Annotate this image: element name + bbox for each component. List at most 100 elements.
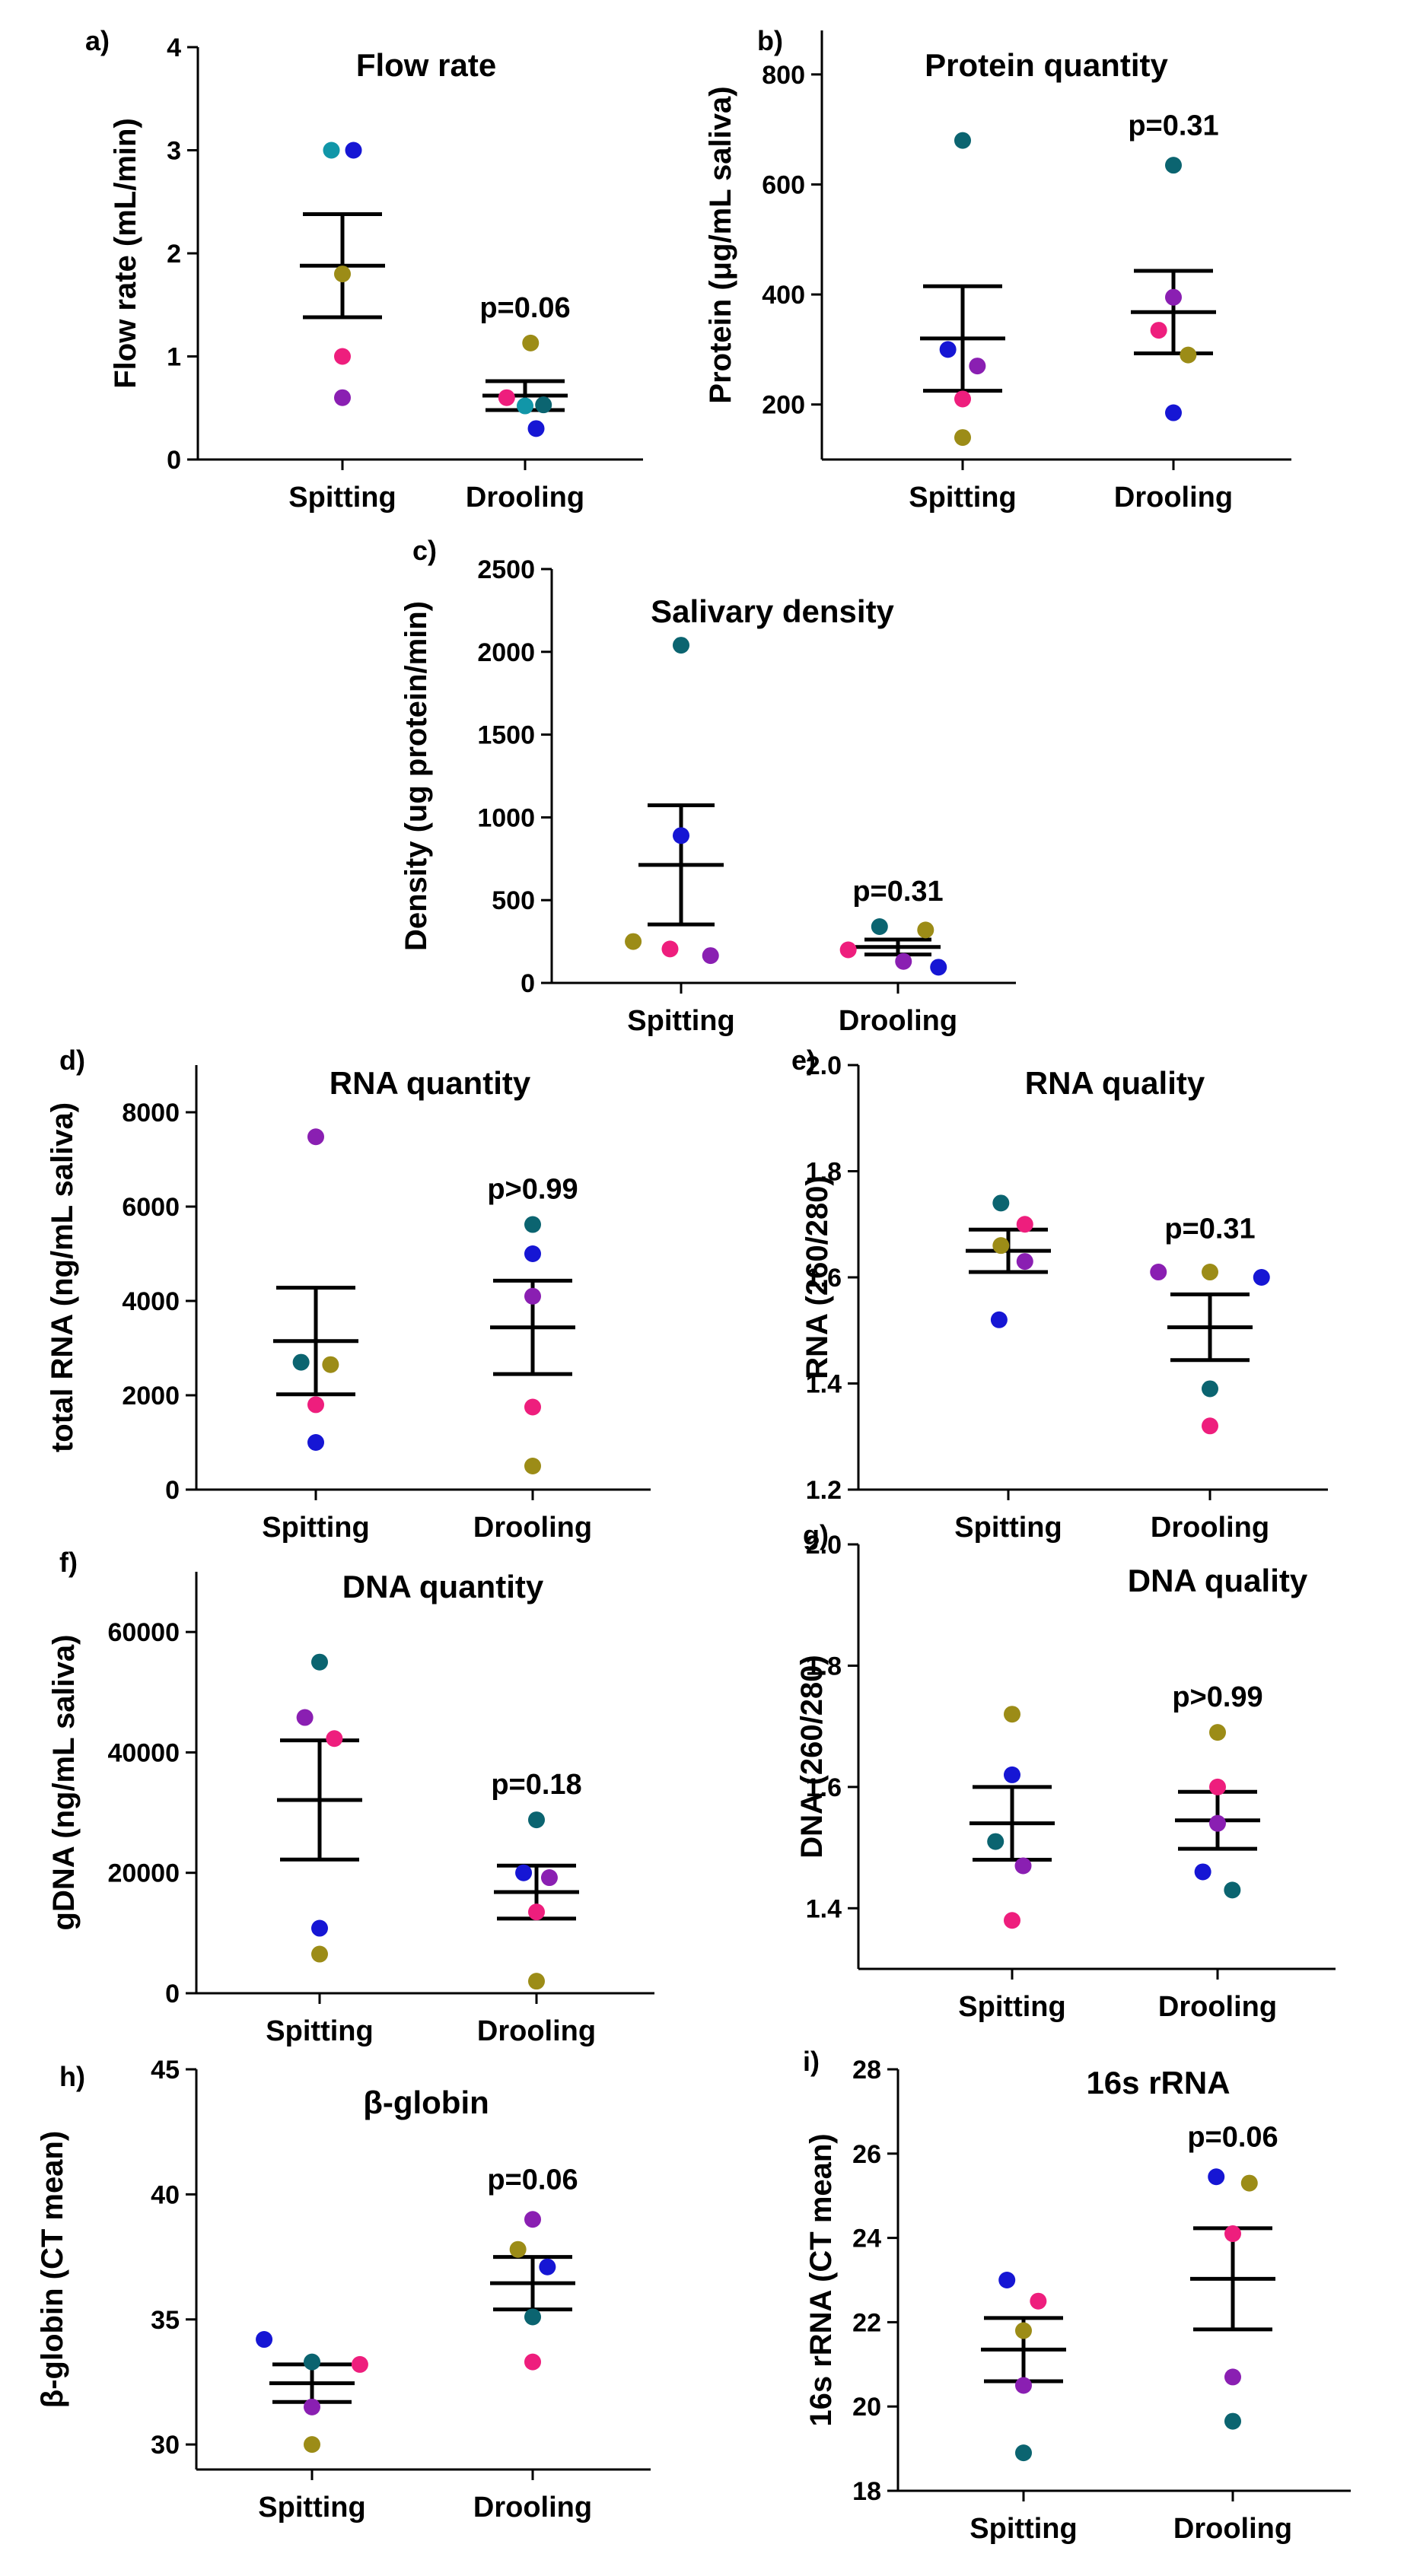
chart-title: Protein quantity [925, 47, 1168, 83]
chart-title: β-globin [363, 2085, 489, 2120]
y-tick-label: 0 [165, 1476, 180, 1505]
data-point [527, 420, 545, 437]
data-point [517, 397, 533, 415]
y-axis-label: β-globin (CT mean) [36, 2131, 69, 2408]
data-point [1150, 1264, 1167, 1281]
y-tick-label: 24 [852, 2225, 881, 2253]
data-point [326, 1730, 343, 1748]
data-point [702, 947, 719, 965]
data-point [540, 1869, 558, 1887]
y-tick-label: 22 [852, 2308, 881, 2337]
data-point [524, 2308, 541, 2326]
data-point [1209, 1814, 1226, 1832]
y-tick-label: 1.4 [806, 1370, 842, 1399]
data-point [524, 1398, 541, 1416]
y-axis-label: Flow rate (mL/min) [109, 118, 142, 389]
y-tick-label: 35 [151, 2306, 180, 2335]
y-tick-label: 800 [762, 61, 805, 90]
data-point [307, 1434, 324, 1451]
data-point [954, 429, 971, 447]
data-point [917, 921, 934, 939]
data-point [673, 637, 689, 654]
y-axis-label: 16s rRNA (CT mean) [804, 2133, 838, 2426]
y-tick-label: 30 [151, 2431, 180, 2460]
panel-g: 1.4 1.6 1.8 2.0 Spitting Drooling DNA quality g… [795, 1519, 1336, 2023]
category-label-spitting: Spitting [958, 1991, 1065, 2023]
y-tick-label: 0 [165, 1980, 180, 2008]
data-point [307, 1128, 324, 1146]
category-label-spitting: Spitting [262, 1512, 369, 1544]
y-tick-label: 20000 [107, 1859, 180, 1888]
data-point [969, 358, 986, 375]
panel-c: 0 500 1000 1500 2000 2500 Spitting Drooling Sali… [400, 535, 1016, 1037]
panel-tag: c) [412, 535, 437, 566]
y-tick-label: 8000 [122, 1099, 180, 1127]
category-label-drooling: Drooling [473, 1512, 592, 1544]
chart-title: 16s rRNA [1086, 2065, 1230, 2101]
y-tick-label: 1.8 [806, 1158, 842, 1187]
category-label-drooling: Drooling [473, 2492, 592, 2524]
y-tick-label: 1.6 [806, 1773, 842, 1802]
data-point [1253, 1269, 1270, 1286]
data-point [1180, 346, 1197, 364]
y-axis-label: RNA (260/280) [801, 1175, 834, 1379]
p-value-label: p=0.06 [487, 2164, 578, 2196]
y-tick-label: 1500 [477, 721, 535, 750]
panel-d: 0 2000 4000 6000 8000 Spitting Drooling RNA qua… [46, 1045, 651, 1544]
data-point [1015, 2444, 1032, 2462]
data-point [498, 389, 515, 406]
category-label-drooling: Drooling [1114, 482, 1233, 514]
data-point [528, 1811, 545, 1829]
category-label-spitting: Spitting [969, 2513, 1077, 2545]
category-label-spitting: Spitting [627, 1005, 734, 1037]
data-point [334, 266, 351, 283]
data-point [954, 132, 971, 149]
y-tick-label: 1.2 [806, 1476, 842, 1505]
data-point [1208, 2168, 1225, 2186]
data-point [311, 1945, 328, 1963]
y-tick-label: 6000 [122, 1193, 180, 1222]
data-point [351, 2355, 368, 2373]
y-tick-label: 40000 [107, 1738, 180, 1767]
panel-tag: f) [59, 1547, 78, 1578]
data-point [322, 1356, 339, 1373]
data-point [1209, 1724, 1226, 1741]
y-tick-label: 2500 [477, 555, 535, 584]
data-point [1202, 1264, 1218, 1281]
data-point [992, 1194, 1010, 1212]
y-tick-label: 600 [762, 170, 805, 199]
data-point [954, 390, 971, 408]
data-point [524, 2211, 541, 2228]
data-point [1015, 2377, 1032, 2394]
chart-title: Flow rate [356, 47, 496, 83]
panel-tag: g) [803, 1519, 829, 1550]
y-tick-label: 18 [852, 2477, 881, 2506]
category-label-drooling: Drooling [1173, 2513, 1292, 2545]
data-point [987, 1833, 1005, 1850]
panel-f: 0 20000 40000 60000 Spitting Drooling DNA quan… [47, 1547, 654, 2047]
chart-title: Salivary density [651, 593, 894, 629]
data-point [528, 1903, 545, 1921]
y-tick-label: 200 [762, 391, 805, 420]
data-point [1209, 1778, 1226, 1795]
y-tick-label: 1000 [477, 803, 535, 832]
y-tick-label: 0 [167, 446, 181, 475]
chart-title: DNA quality [1128, 1563, 1308, 1598]
panel-h: 30 35 40 45 Spitting Drooling β-globin h) β-glob… [36, 2056, 651, 2524]
data-point [992, 1237, 1010, 1255]
category-label-spitting: Spitting [288, 482, 396, 514]
data-point [939, 341, 957, 358]
y-tick-label: 60000 [107, 1618, 180, 1647]
data-point [311, 1919, 328, 1937]
y-tick-label: 1.8 [806, 1652, 842, 1681]
data-point [1240, 2174, 1258, 2192]
y-axis-label: DNA (260/280) [795, 1655, 829, 1859]
data-point [998, 2272, 1016, 2288]
data-point [1030, 2292, 1047, 2310]
panel-tag: e) [791, 1045, 816, 1076]
data-point [334, 389, 351, 406]
data-point [524, 1216, 541, 1233]
data-point [515, 1864, 533, 1881]
data-point [1004, 1766, 1020, 1783]
